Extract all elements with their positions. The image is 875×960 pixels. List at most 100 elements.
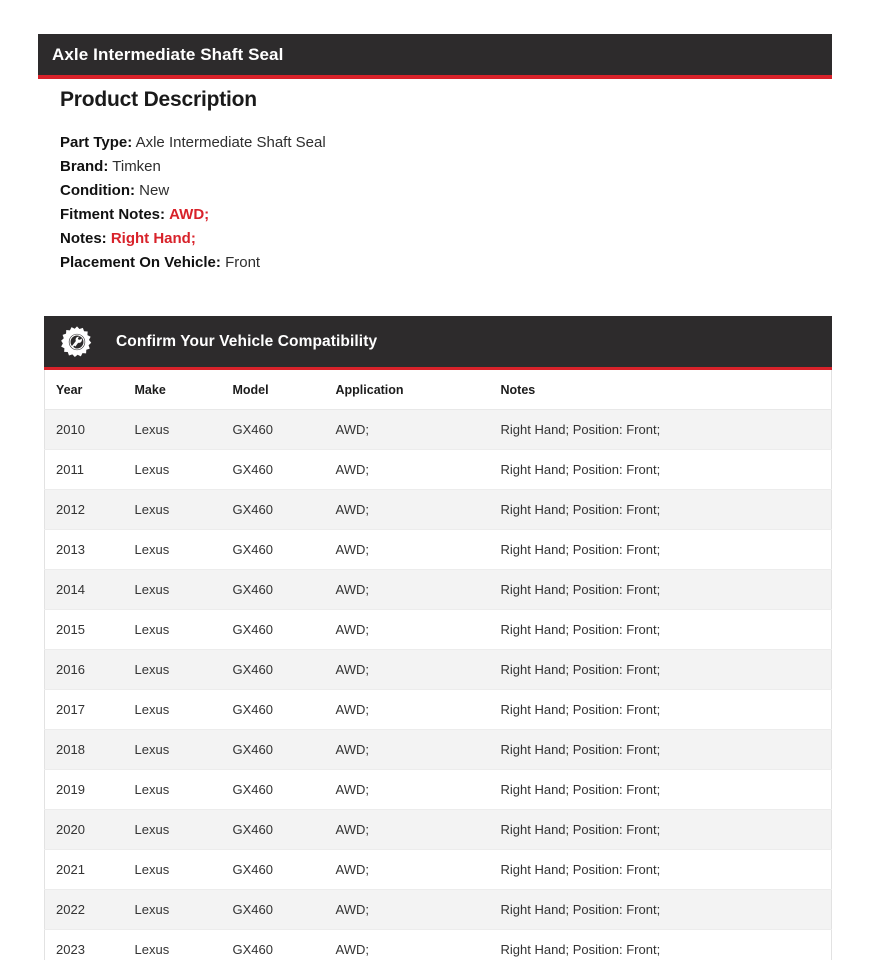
column-header-year: Year [44, 370, 135, 410]
product-spec-row: Fitment Notes: AWD; [60, 203, 820, 227]
cell-model: GX460 [232, 729, 336, 770]
cell-year: 2015 [44, 609, 135, 650]
product-spec-row: Brand: Timken [60, 155, 820, 179]
cell-notes: Right Hand; Position: Front; [500, 729, 832, 770]
cell-application: AWD; [335, 929, 501, 960]
cell-application: AWD; [335, 729, 501, 770]
table-row: 2016 Lexus GX460 AWD; Right Hand; Position: … [44, 649, 832, 690]
compatibility-heading: Confirm Your Vehicle Compatibility [116, 332, 378, 350]
cell-notes: Right Hand; Position: Front; [500, 489, 832, 530]
cell-year: 2014 [44, 569, 135, 610]
product-spec-value: Front [225, 254, 261, 271]
cell-model: GX460 [232, 889, 336, 930]
fitment-table-body: 2010 Lexus GX460 AWD; Right Hand; Position: … [44, 409, 832, 960]
cell-year: 2016 [44, 649, 135, 690]
table-row: 2010 Lexus GX460 AWD; Right Hand; Position: … [44, 409, 832, 450]
gear-wrench-icon [61, 325, 92, 357]
product-spec-row: Condition: New [60, 179, 820, 203]
product-spec-row: Notes: Right Hand; [60, 227, 820, 251]
product-spec-label: Placement On Vehicle: [60, 254, 221, 271]
product-spec-value: Right Hand; [110, 230, 196, 247]
cell-application: AWD; [335, 849, 501, 890]
compatibility-header-bar: Confirm Your Vehicle Compatibility [44, 316, 832, 370]
table-row: 2014 Lexus GX460 AWD; Right Hand; Position: … [44, 569, 832, 610]
cell-year: 2019 [44, 769, 135, 810]
cell-make: Lexus [134, 689, 233, 730]
cell-make: Lexus [134, 889, 233, 930]
cell-application: AWD; [335, 489, 501, 530]
cell-make: Lexus [134, 529, 233, 570]
cell-notes: Right Hand; Position: Front; [500, 809, 832, 850]
cell-application: AWD; [335, 809, 501, 850]
cell-notes: Right Hand; Position: Front; [500, 769, 832, 810]
table-row: 2011 Lexus GX460 AWD; Right Hand; Position: … [44, 449, 832, 490]
column-header-make: Make [134, 370, 233, 410]
cell-application: AWD; [335, 529, 501, 570]
cell-notes: Right Hand; Position: Front; [500, 409, 832, 450]
table-row: 2017 Lexus GX460 AWD; Right Hand; Position: … [44, 689, 832, 730]
cell-application: AWD; [335, 649, 501, 690]
cell-notes: Right Hand; Position: Front; [500, 569, 832, 610]
product-spec-label: Notes: [60, 230, 107, 247]
product-description-section: Product Description Part Type: Axle Inte… [60, 88, 820, 275]
cell-application: AWD; [335, 409, 501, 450]
cell-make: Lexus [134, 729, 233, 770]
table-header-row: Year Make Model Application Notes [44, 370, 832, 410]
table-row: 2012 Lexus GX460 AWD; Right Hand; Position: … [44, 489, 832, 530]
cell-year: 2013 [44, 529, 135, 570]
cell-make: Lexus [134, 809, 233, 850]
vehicle-compatibility-section: Confirm Your Vehicle Compatibility Year M… [44, 316, 832, 960]
cell-notes: Right Hand; Position: Front; [500, 889, 832, 930]
product-spec-value: AWD; [169, 206, 210, 223]
cell-year: 2012 [44, 489, 135, 530]
table-row: 2020 Lexus GX460 AWD; Right Hand; Position: … [44, 809, 832, 850]
fitment-table-head: Year Make Model Application Notes [44, 370, 832, 410]
cell-make: Lexus [134, 649, 233, 690]
product-spec-label: Brand: [60, 158, 109, 175]
cell-model: GX460 [232, 449, 336, 490]
cell-notes: Right Hand; Position: Front; [500, 649, 832, 690]
cell-application: AWD; [335, 569, 501, 610]
product-title-bar: Axle Intermediate Shaft Seal [38, 34, 832, 79]
product-spec-label: Condition: [60, 182, 135, 199]
product-spec-row: Part Type: Axle Intermediate Shaft Seal [60, 131, 820, 155]
cell-make: Lexus [134, 769, 233, 810]
product-spec-value: Axle Intermediate Shaft Seal [135, 134, 326, 151]
cell-notes: Right Hand; Position: Front; [500, 449, 832, 490]
column-header-notes: Notes [500, 370, 832, 410]
cell-year: 2022 [44, 889, 135, 930]
table-row: 2015 Lexus GX460 AWD; Right Hand; Position: … [44, 609, 832, 650]
cell-year: 2011 [44, 449, 135, 490]
cell-model: GX460 [232, 529, 336, 570]
product-spec-label: Part Type: [60, 134, 133, 151]
cell-notes: Right Hand; Position: Front; [500, 529, 832, 570]
product-description-heading: Product Description [60, 88, 257, 111]
column-header-application: Application [335, 370, 501, 410]
cell-year: 2017 [44, 689, 135, 730]
cell-make: Lexus [134, 449, 233, 490]
cell-notes: Right Hand; Position: Front; [500, 689, 832, 730]
cell-year: 2023 [44, 929, 135, 960]
product-spec-list: Part Type: Axle Intermediate Shaft Seal B… [60, 131, 820, 275]
cell-application: AWD; [335, 689, 501, 730]
cell-make: Lexus [134, 849, 233, 890]
page-title: Axle Intermediate Shaft Seal [52, 44, 284, 64]
cell-year: 2010 [44, 409, 135, 450]
cell-application: AWD; [335, 769, 501, 810]
cell-application: AWD; [335, 609, 501, 650]
table-row: 2021 Lexus GX460 AWD; Right Hand; Position: … [44, 849, 832, 890]
cell-make: Lexus [134, 929, 233, 960]
cell-notes: Right Hand; Position: Front; [500, 849, 832, 890]
table-row: 2018 Lexus GX460 AWD; Right Hand; Position: … [44, 729, 832, 770]
cell-application: AWD; [335, 889, 501, 930]
table-row: 2019 Lexus GX460 AWD; Right Hand; Position: … [44, 769, 832, 810]
cell-model: GX460 [232, 689, 336, 730]
cell-make: Lexus [134, 609, 233, 650]
cell-make: Lexus [134, 489, 233, 530]
cell-year: 2020 [44, 809, 135, 850]
cell-year: 2018 [44, 729, 135, 770]
cell-model: GX460 [232, 849, 336, 890]
product-spec-value: New [139, 182, 170, 199]
cell-year: 2021 [44, 849, 135, 890]
